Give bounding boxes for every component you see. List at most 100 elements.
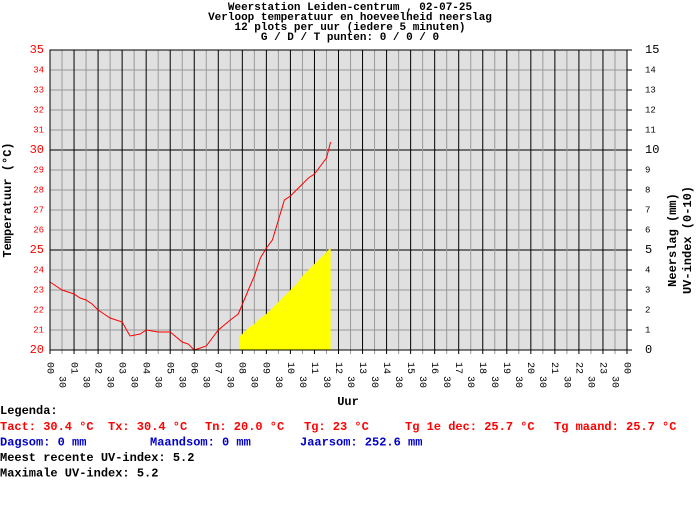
x-tick-label: 21: [548, 362, 559, 374]
chart-title: Weerstation Leiden-centrum , 02-07-25: [228, 2, 473, 14]
y-tick-label: 32: [33, 105, 44, 115]
x-tick-label: 30: [320, 376, 331, 388]
y2-tick-label: 0: [645, 343, 652, 357]
x-tick-label: 30: [272, 376, 283, 388]
x-tick-label: 30: [55, 376, 66, 388]
y-tick-label: 33: [33, 85, 44, 95]
x-tick-label: 30: [248, 376, 259, 388]
x-tick-label: 30: [512, 376, 523, 388]
y-tick-label: 28: [33, 185, 44, 195]
x-tick-label: 00: [620, 362, 631, 374]
y-tick-label: 22: [33, 305, 44, 315]
y-tick-label: 27: [33, 205, 44, 215]
x-tick-label: 18: [476, 362, 487, 374]
y2-tick-label: 14: [645, 65, 656, 75]
x-tick-label: 05: [164, 362, 175, 374]
y2-axis-label: Neerslag (mm): [666, 193, 680, 287]
x-tick-label: 30: [536, 376, 547, 388]
y-tick-label: 34: [33, 65, 44, 75]
x-tick-label: 30: [224, 376, 235, 388]
x-tick-label: 02: [91, 362, 102, 374]
x-tick-label: 08: [236, 362, 247, 374]
y-tick-label: 20: [30, 343, 44, 357]
y-axis-label: Temperatuur (°C): [1, 142, 15, 257]
y2-tick-label: 6: [645, 225, 650, 235]
x-tick-label: 30: [464, 376, 475, 388]
x-tick-label: 30: [608, 376, 619, 388]
y2-tick-label: 9: [645, 165, 650, 175]
x-tick-label: 30: [128, 376, 139, 388]
legend-title: Legenda:: [0, 404, 58, 418]
x-tick-label: 30: [344, 376, 355, 388]
y2-axis-label: UV-index (0-10): [681, 186, 695, 294]
x-tick-label: 20: [524, 362, 535, 374]
y2-tick-label: 4: [645, 265, 650, 275]
x-axis-label: Uur: [337, 395, 359, 409]
plot-frame: [49, 49, 628, 351]
x-tick-label: 16: [428, 362, 439, 374]
legend-item: Tx: 30.4 °C: [108, 420, 187, 434]
x-tick-label: 09: [260, 362, 271, 374]
x-tick-label: 30: [200, 376, 211, 388]
y-tick-label: 26: [33, 225, 44, 235]
legend-item: Tn: 20.0 °C: [205, 420, 284, 434]
x-tick-label: 30: [296, 376, 307, 388]
x-tick-label: 15: [404, 362, 415, 374]
x-tick-label: 23: [596, 362, 607, 374]
x-tick-label: 19: [500, 362, 511, 374]
x-tick-label: 30: [488, 376, 499, 388]
x-tick-label: 17: [452, 362, 463, 374]
y2-tick-label: 3: [645, 285, 650, 295]
y2-tick-label: 5: [645, 243, 652, 257]
x-tick-label: 22: [572, 362, 583, 374]
y2-tick-label: 7: [645, 205, 650, 215]
x-tick-label: 30: [103, 376, 114, 388]
x-tick-label: 30: [584, 376, 595, 388]
y-tick-label: 25: [30, 243, 44, 257]
x-tick-label: 30: [176, 376, 187, 388]
y-tick-label: 30: [30, 143, 44, 157]
legend-item: Dagsom: 0 mm: [0, 436, 86, 450]
uv-area: [239, 248, 331, 350]
x-tick-label: 30: [416, 376, 427, 388]
y-tick-label: 35: [30, 43, 44, 57]
x-tick-label: 00: [43, 362, 54, 374]
y2-tick-label: 1: [645, 325, 650, 335]
x-tick-label: 30: [440, 376, 451, 388]
x-tick-label: 12: [332, 362, 343, 374]
y-tick-label: 21: [33, 325, 44, 335]
legend-item: Tg: 23 °C: [304, 420, 369, 434]
y2-tick-label: 11: [645, 125, 656, 135]
y2-tick-label: 8: [645, 185, 650, 195]
y2-tick-label: 12: [645, 105, 656, 115]
y-tick-label: 23: [33, 285, 44, 295]
x-tick-label: 01: [67, 362, 78, 374]
legend-item: Jaarsom: 252.6 mm: [300, 436, 422, 450]
x-tick-label: 04: [140, 362, 151, 374]
legend-item: Tg maand: 25.7 °C: [554, 420, 676, 434]
legend-item: Tact: 30.4 °C: [0, 420, 94, 434]
x-tick-label: 06: [188, 362, 199, 374]
legend-item: Meest recente UV-index: 5.2: [0, 451, 194, 465]
y2-tick-label: 10: [645, 143, 659, 157]
x-tick-label: 14: [380, 362, 391, 374]
x-tick-label: 10: [284, 362, 295, 374]
x-tick-label: 07: [212, 362, 223, 374]
x-tick-label: 30: [152, 376, 163, 388]
chart-title: 12 plots per uur (iedere 5 minuten): [234, 22, 465, 34]
x-tick-label: 13: [356, 362, 367, 374]
y2-tick-label: 13: [645, 85, 656, 95]
y2-tick-label: 15: [645, 43, 659, 57]
x-tick-label: 30: [560, 376, 571, 388]
x-tick-label: 30: [368, 376, 379, 388]
temperature-line: [49, 141, 332, 351]
y-tick-label: 24: [33, 265, 44, 275]
chart-title: Verloop temperatuur en hoeveelheid neers…: [208, 12, 492, 24]
y-tick-label: 31: [33, 125, 44, 135]
y-tick-label: 29: [33, 165, 44, 175]
x-tick-label: 11: [308, 362, 319, 374]
x-tick-label: 30: [79, 376, 90, 388]
chart-title: G / D / T punten: 0 / 0 / 0: [261, 32, 439, 44]
legend-item: Tg 1e dec: 25.7 °C: [405, 420, 535, 434]
